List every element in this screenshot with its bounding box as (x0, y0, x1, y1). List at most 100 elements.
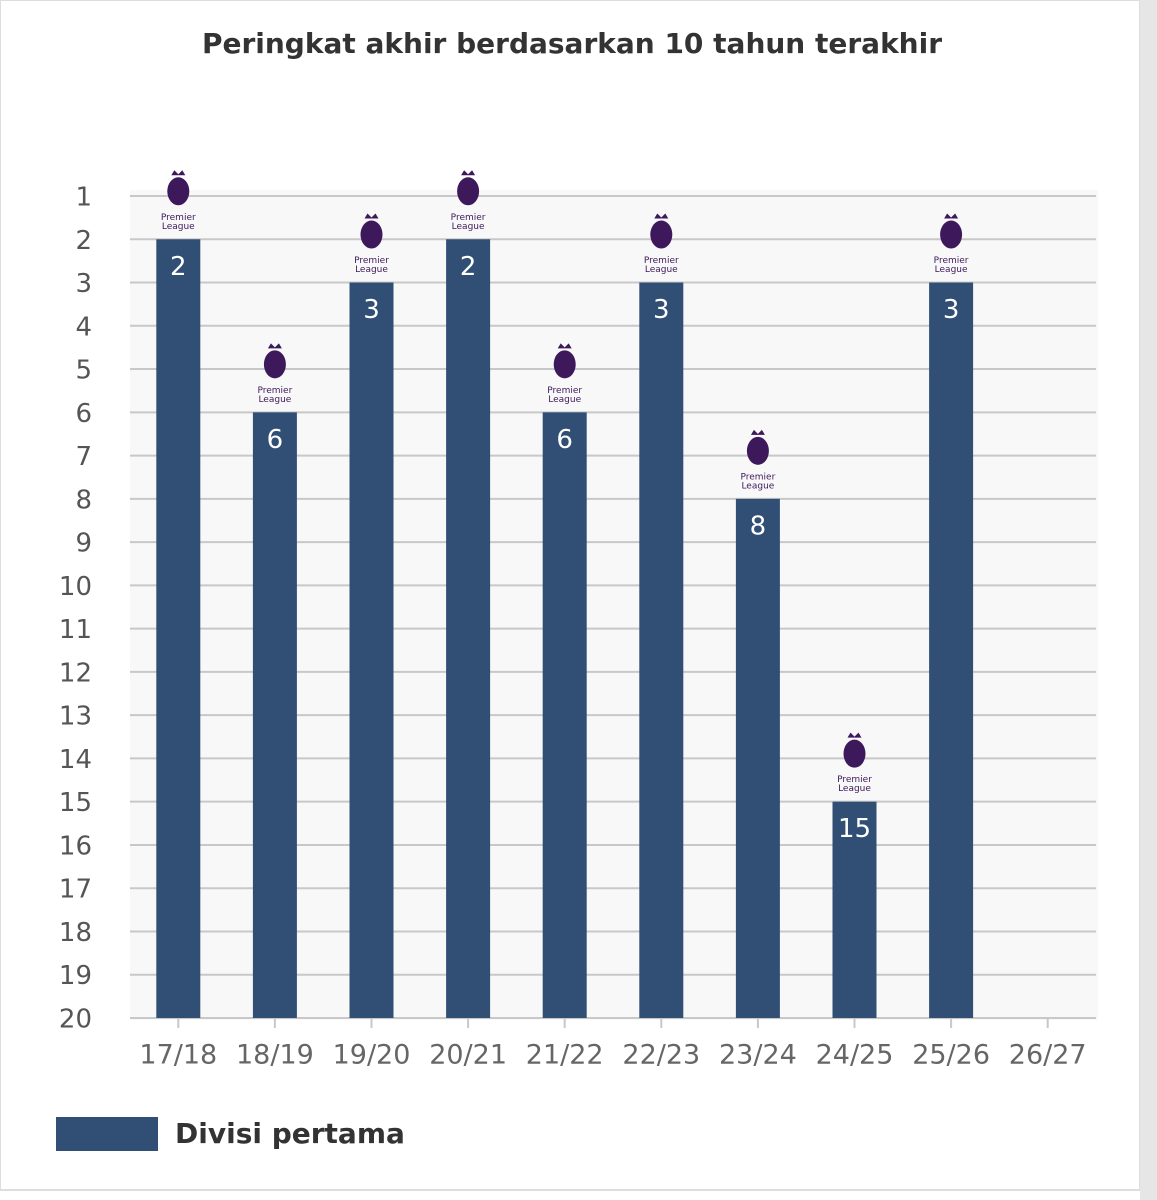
logo-crown (750, 429, 765, 435)
logo-crown (171, 170, 186, 176)
x-tick-label: 26/27 (1009, 1040, 1087, 1071)
bar (156, 239, 201, 1018)
logo-text: League (838, 784, 871, 794)
legend-swatch (56, 1117, 158, 1151)
logo-text: Premier (451, 213, 486, 223)
x-tick-label: 25/26 (912, 1040, 990, 1071)
legend-label: Divisi pertama (175, 1117, 405, 1150)
y-tick-label: 15 (59, 788, 92, 818)
y-tick-label: 19 (59, 961, 92, 991)
logo-text: Premier (837, 775, 872, 785)
logo-crown (654, 213, 669, 219)
logo-lion (457, 177, 480, 206)
logo-text: League (935, 265, 968, 275)
logo-crown (364, 213, 379, 219)
y-tick-label: 16 (59, 831, 92, 861)
y-tick-label: 14 (59, 745, 92, 775)
logo-lion (360, 220, 383, 249)
marks: PremierLeaguePremierLeaguePremierLeagueP… (156, 170, 974, 1018)
x-tick-label: 23/24 (719, 1040, 797, 1071)
logo-lion (263, 350, 286, 379)
logo-text: League (741, 481, 774, 491)
logo-crown (461, 170, 476, 176)
logo-text: League (355, 265, 388, 275)
y-tick-label: 11 (59, 615, 92, 645)
y-tick-label: 6 (75, 399, 92, 429)
logo-text: Premier (547, 386, 582, 396)
y-tick-label: 1 (75, 183, 92, 213)
logo-lion (167, 177, 190, 206)
y-tick-label: 17 (59, 875, 92, 905)
logo-lion (843, 739, 866, 768)
logo-lion (940, 220, 963, 249)
y-tick-label: 13 (59, 702, 92, 732)
logo-text: League (645, 265, 678, 275)
bar (735, 498, 780, 1018)
logo-crown (944, 213, 959, 219)
value-label: 2 (170, 252, 187, 282)
x-tick-label: 21/22 (526, 1040, 604, 1071)
bar (832, 801, 877, 1018)
bar (639, 282, 684, 1018)
logo-text: League (548, 395, 581, 405)
bar (542, 412, 587, 1018)
y-tick-label: 20 (59, 1005, 92, 1035)
logo-text: League (162, 222, 195, 232)
y-tick-label: 10 (59, 572, 92, 602)
y-tick-label: 18 (59, 918, 92, 948)
logo-text: League (258, 395, 291, 405)
value-label: 8 (750, 511, 767, 541)
logo-lion (650, 220, 673, 249)
scroll-strip (1140, 0, 1157, 1200)
logo-crown (557, 343, 572, 349)
value-label: 3 (943, 295, 960, 325)
bar (349, 282, 394, 1018)
bar (252, 412, 297, 1018)
x-tick-label: 17/18 (139, 1040, 217, 1071)
value-label: 6 (556, 425, 573, 455)
logo-crown (267, 343, 282, 349)
logo-text: Premier (740, 472, 775, 482)
x-tick-label: 24/25 (816, 1040, 894, 1071)
y-tick-label: 4 (75, 312, 92, 342)
y-tick-label: 5 (75, 356, 92, 386)
value-label: 2 (460, 252, 477, 282)
logo-text: Premier (644, 256, 679, 266)
value-label: 6 (267, 425, 284, 455)
y-tick-label: 8 (75, 485, 92, 515)
logo-text: Premier (161, 213, 196, 223)
y-tick-label: 7 (75, 442, 92, 472)
x-tick-label: 18/19 (236, 1040, 314, 1071)
x-tick-label: 19/20 (333, 1040, 411, 1071)
bar (929, 282, 974, 1018)
y-tick-label: 12 (59, 658, 92, 688)
logo-text: Premier (354, 256, 389, 266)
y-tick-label: 3 (75, 269, 92, 299)
bar (446, 239, 491, 1018)
logo-text: Premier (257, 386, 292, 396)
y-tick-label: 9 (75, 529, 92, 559)
value-label: 3 (653, 295, 670, 325)
logo-text: League (452, 222, 485, 232)
x-tick-label: 20/21 (429, 1040, 507, 1071)
logo-crown (847, 732, 862, 738)
value-label: 3 (363, 295, 380, 325)
x-tick-label: 22/23 (622, 1040, 700, 1071)
y-tick-label: 2 (75, 226, 92, 256)
value-label: 15 (838, 814, 871, 844)
logo-text: Premier (934, 256, 969, 266)
logo-lion (553, 350, 576, 379)
logo-lion (746, 436, 769, 465)
chart-title: Peringkat akhir berdasarkan 10 tahun ter… (202, 27, 942, 60)
